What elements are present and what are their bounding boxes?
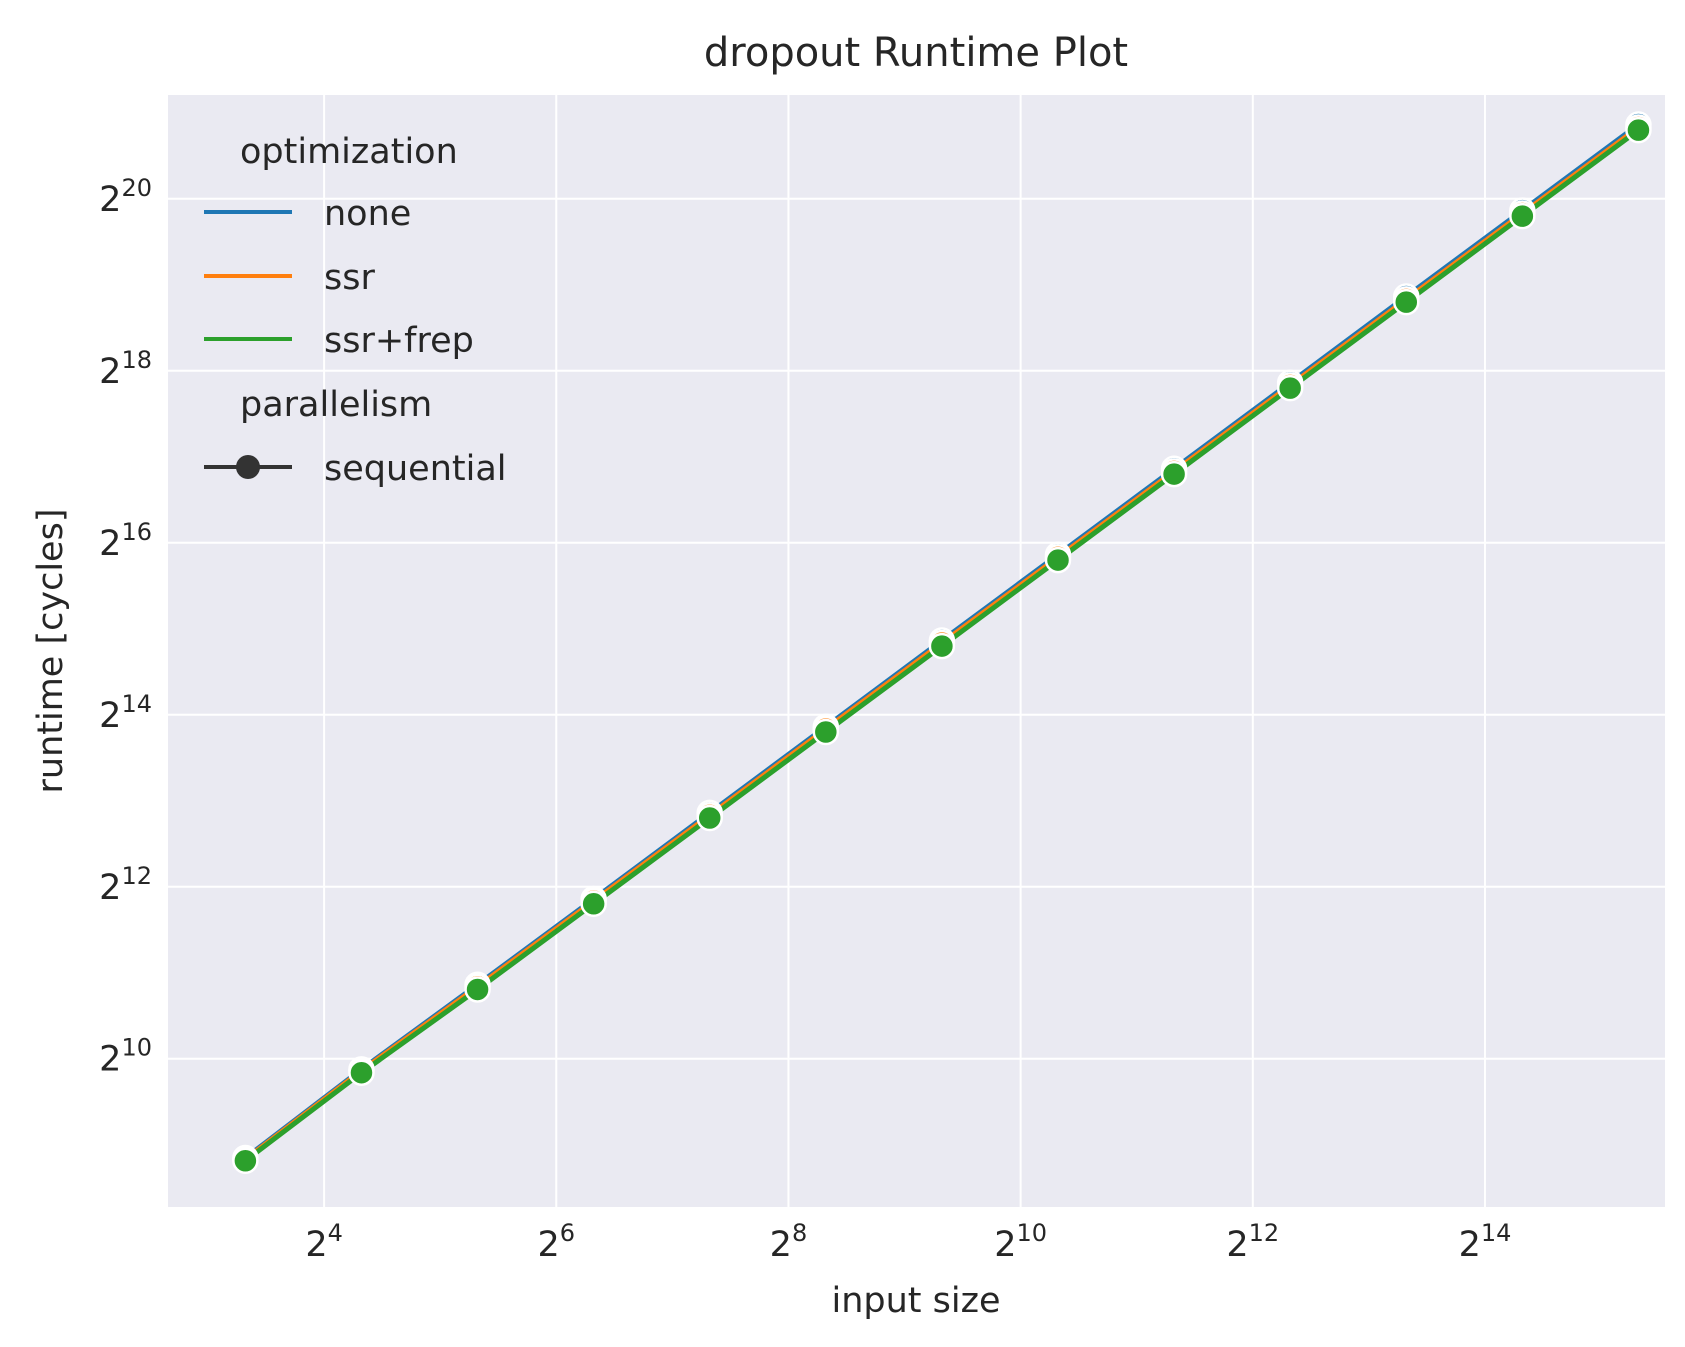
data-point-ssr-frep — [1393, 288, 1420, 316]
y-axis-label: runtime [cycles] — [31, 509, 71, 794]
legend-entry-ssr-frep: ssr+frep — [324, 321, 474, 361]
y-tick-labels: 210 212 214 216 218 220 — [99, 174, 152, 1080]
data-point-ssr-frep — [812, 718, 840, 746]
data-point-ssr-frep — [1044, 546, 1072, 574]
data-point-ssr-frep — [348, 1059, 375, 1086]
x-tick-label: 212 — [1226, 1219, 1279, 1265]
x-tick-label: 210 — [994, 1219, 1047, 1265]
x-tick-label: 26 — [537, 1219, 575, 1265]
data-point-ssr-frep — [1160, 460, 1188, 488]
legend-marker-sequential — [236, 455, 260, 479]
y-tick-label: 220 — [99, 174, 152, 220]
x-tick-label: 214 — [1459, 1219, 1512, 1265]
x-tick-label: 24 — [305, 1219, 343, 1265]
legend-entry-sequential: sequential — [324, 449, 507, 489]
data-point-ssr-frep — [1509, 202, 1536, 230]
legend-entry-none: none — [324, 194, 411, 234]
legend-title-optimization: optimization — [240, 132, 458, 172]
data-point-ssr-frep — [464, 976, 491, 1003]
y-tick-label: 214 — [99, 690, 152, 736]
y-tick-label: 210 — [99, 1034, 152, 1080]
data-point-ssr-frep — [1276, 374, 1304, 402]
data-point-ssr-frep — [580, 890, 607, 918]
data-point-ssr-frep — [1625, 116, 1652, 144]
legend-entry-ssr: ssr — [324, 258, 375, 298]
data-point-ssr-frep — [232, 1147, 259, 1175]
chart-title: dropout Runtime Plot — [704, 30, 1128, 76]
y-tick-label: 218 — [99, 346, 152, 392]
legend-title-parallelism: parallelism — [240, 385, 432, 425]
legend: optimization none ssr ssr+frep paralleli… — [204, 132, 507, 489]
grid — [168, 95, 1665, 1207]
y-tick-label: 216 — [99, 518, 152, 564]
series-points — [232, 111, 1652, 1175]
y-tick-label: 212 — [99, 862, 152, 908]
x-tick-label: 28 — [770, 1219, 808, 1265]
data-point-ssr-frep — [928, 632, 956, 660]
x-tick-labels: 24 26 28 210 212 214 — [305, 1219, 1511, 1265]
data-point-ssr-frep — [696, 804, 723, 832]
x-axis-label: input size — [831, 1281, 1000, 1321]
plot-area — [168, 95, 1665, 1207]
